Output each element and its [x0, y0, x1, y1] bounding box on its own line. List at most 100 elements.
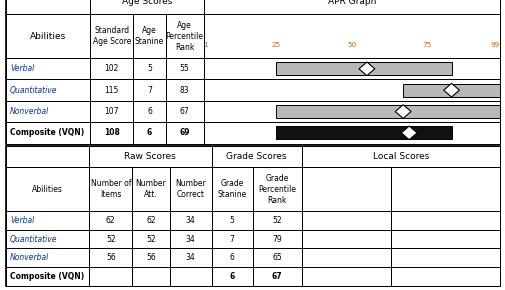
Text: 25: 25: [271, 42, 280, 48]
Text: 67: 67: [271, 272, 282, 281]
Bar: [301, 267, 390, 286]
Text: Age
Percentile
Rank: Age Percentile Rank: [165, 21, 203, 52]
Text: Grade Scores: Grade Scores: [226, 152, 286, 161]
Bar: [203, 122, 499, 144]
Text: 62: 62: [106, 216, 115, 225]
Text: 5: 5: [229, 216, 234, 225]
Text: Raw Scores: Raw Scores: [124, 152, 176, 161]
Bar: [132, 211, 169, 230]
Bar: [90, 0, 203, 14]
Bar: [301, 146, 499, 167]
Bar: [132, 249, 169, 267]
Bar: [301, 230, 390, 249]
Bar: [6, 267, 89, 286]
Text: Number of
Items: Number of Items: [90, 179, 131, 199]
Bar: [133, 14, 165, 58]
Polygon shape: [394, 105, 410, 118]
Text: Quantitative: Quantitative: [10, 86, 58, 95]
Text: Quantitative: Quantitative: [10, 235, 58, 244]
Text: 79: 79: [272, 235, 281, 244]
Bar: [169, 230, 211, 249]
Bar: [90, 14, 133, 58]
Bar: [252, 211, 301, 230]
Bar: [90, 58, 133, 79]
Bar: [6, 249, 89, 267]
Bar: [252, 167, 301, 211]
Polygon shape: [358, 62, 374, 76]
Bar: [89, 146, 211, 167]
Text: 83: 83: [179, 86, 189, 95]
Bar: [132, 230, 169, 249]
Bar: [132, 167, 169, 211]
Bar: [6, 167, 89, 211]
Bar: [211, 267, 252, 286]
Text: 56: 56: [146, 253, 156, 262]
Bar: [252, 230, 301, 249]
Bar: [276, 62, 450, 75]
Bar: [6, 122, 90, 144]
Text: 75: 75: [422, 42, 431, 48]
Text: Nonverbal: Nonverbal: [10, 253, 49, 262]
Text: Number
Att.: Number Att.: [135, 179, 166, 199]
Text: 67: 67: [179, 107, 189, 116]
Text: 6: 6: [229, 272, 234, 281]
Text: 34: 34: [185, 235, 195, 244]
Bar: [301, 249, 390, 267]
Text: Age
Stanine: Age Stanine: [135, 26, 164, 46]
Bar: [89, 230, 132, 249]
Text: 7: 7: [147, 86, 152, 95]
Text: 52: 52: [146, 235, 156, 244]
Bar: [211, 211, 252, 230]
Bar: [89, 267, 132, 286]
Bar: [165, 79, 203, 101]
Text: Number
Correct: Number Correct: [175, 179, 206, 199]
Text: APR Graph: APR Graph: [327, 0, 375, 6]
Text: 52: 52: [106, 235, 115, 244]
Text: 102: 102: [105, 64, 119, 73]
Text: 6: 6: [146, 128, 152, 137]
Bar: [133, 101, 165, 122]
Bar: [203, 101, 499, 122]
Bar: [133, 122, 165, 144]
Text: Abilities: Abilities: [32, 185, 63, 194]
Text: 99: 99: [490, 42, 499, 48]
Bar: [165, 101, 203, 122]
Bar: [203, 58, 499, 79]
Bar: [390, 267, 499, 286]
Bar: [390, 230, 499, 249]
Bar: [132, 267, 169, 286]
Text: Composite (VQN): Composite (VQN): [10, 272, 84, 281]
Bar: [89, 167, 132, 211]
Bar: [6, 14, 90, 58]
Bar: [252, 267, 301, 286]
Text: Grade
Percentile
Rank: Grade Percentile Rank: [258, 174, 295, 205]
Bar: [211, 249, 252, 267]
Bar: [90, 122, 133, 144]
Polygon shape: [400, 126, 416, 140]
Text: 52: 52: [272, 216, 281, 225]
Bar: [89, 249, 132, 267]
Bar: [211, 146, 301, 167]
Bar: [6, 146, 89, 167]
Bar: [390, 249, 499, 267]
Text: Composite (VQN): Composite (VQN): [10, 128, 84, 137]
Text: Standard
Age Score: Standard Age Score: [92, 26, 131, 46]
Bar: [203, 14, 499, 58]
Bar: [276, 126, 450, 139]
Bar: [252, 249, 301, 267]
Text: 34: 34: [185, 216, 195, 225]
Text: 55: 55: [179, 64, 189, 73]
Text: Verbal: Verbal: [10, 216, 34, 225]
Bar: [169, 267, 211, 286]
Bar: [169, 249, 211, 267]
Text: Abilities: Abilities: [30, 32, 66, 41]
Bar: [165, 122, 203, 144]
Text: 1: 1: [203, 42, 208, 48]
Bar: [165, 14, 203, 58]
Text: 108: 108: [104, 128, 120, 137]
Text: Grade
Stanine: Grade Stanine: [217, 179, 246, 199]
Text: 56: 56: [106, 253, 116, 262]
Bar: [203, 0, 499, 14]
Bar: [203, 79, 499, 101]
Bar: [6, 79, 90, 101]
